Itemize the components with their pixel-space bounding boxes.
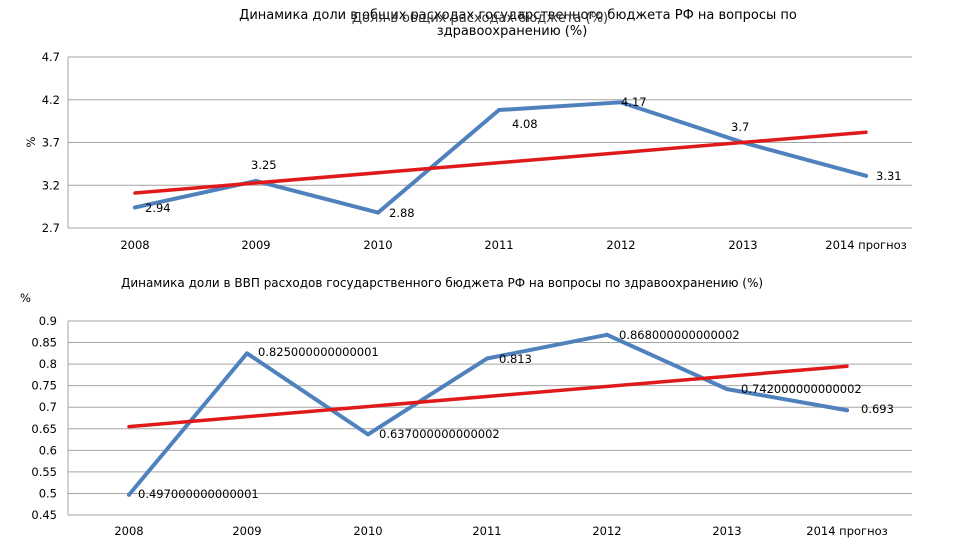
series-line [133,100,868,215]
x-tick-label: 2011 [472,524,501,538]
x-tick-label: 2008 [114,524,143,538]
data-point [605,332,609,337]
x-tick-label: 2013 [712,524,741,538]
chart-2-series [127,332,849,497]
chart-1-gridlines [67,56,912,229]
y-tick-label: 2.7 [42,221,60,235]
data-label: 3.7 [731,120,749,134]
data-point [127,492,131,497]
chart-2-gridlines [67,320,912,516]
data-point [845,408,849,413]
chart-2: Динамика доли в ВВП расходов государстве… [20,276,912,538]
data-point [366,432,370,437]
y-tick-label: 0.65 [31,422,57,436]
chart-1-title-overlap: Доля в общих расходах бюджета (%) [352,11,608,26]
x-tick-label: 2008 [120,238,149,252]
data-label: 0.813 [499,352,532,366]
y-tick-label: 3.2 [42,178,60,192]
chart-1-data-labels: 2.94 3.25 2.88 4.08 4.17 3.7 3.31 [145,95,902,220]
data-label: 0.825000000000001 [258,345,379,359]
data-point [725,387,729,392]
data-point [497,108,501,113]
data-label: 0.742000000000002 [741,382,862,396]
x-tick-label: 2011 [484,238,513,252]
chart-2-title: Динамика доли в ВВП расходов государстве… [121,276,763,290]
chart-1-title-line2: здравоохранению (%) [437,24,588,39]
x-tick-label: 2009 [241,238,270,252]
y-tick-label: 4.7 [42,50,60,64]
y-tick-label: 0.85 [31,336,57,350]
y-tick-label: 0.7 [39,400,57,414]
x-tick-label: 2012 [606,238,635,252]
data-label: 0.637000000000002 [379,427,500,441]
chart-1-y-ticks: 2.7 3.2 3.7 4.2 4.7 [42,50,60,235]
y-tick-label: 4.2 [42,93,60,107]
data-label: 0.693 [861,402,894,416]
x-tick-label: 2010 [353,524,382,538]
chart-2-y-ticks: 0.45 0.5 0.55 0.6 0.65 0.7 0.75 0.8 0.85 0.9 [31,314,57,522]
data-label: 0.497000000000001 [138,487,259,501]
y-tick-label: 0.6 [39,443,57,457]
data-point [133,205,137,210]
data-point [245,351,249,356]
chart-1-x-ticks: 2008 2009 2010 2011 2012 2013 2014 прогноз [120,238,906,252]
chart-1-series [133,100,868,215]
data-label: 2.88 [389,206,415,220]
y-tick-label: 0.8 [39,357,57,371]
chart-2-ylabel: % [20,291,31,305]
chart-2-data-labels: 0.497000000000001 0.825000000000001 0.6370… [138,328,894,501]
y-tick-label: 0.9 [39,314,57,328]
chart-1-ylabel: % [24,136,38,147]
data-label: 4.17 [621,95,647,109]
x-tick-label: 2012 [592,524,621,538]
data-point [376,210,380,215]
x-tick-label: 2013 [728,238,757,252]
data-point [485,356,489,361]
x-tick-label: 2010 [363,238,392,252]
x-tick-label: 2009 [232,524,261,538]
trend-line [133,130,868,195]
data-point [864,173,868,178]
trend-line [127,364,849,429]
y-tick-label: 0.5 [39,486,57,500]
data-point [619,100,623,105]
y-tick-label: 0.75 [31,379,57,393]
chart-2-x-ticks: 2008 2009 2010 2011 2012 2013 2014 прогноз [114,524,887,538]
y-tick-label: 0.55 [31,465,57,479]
data-label: 4.08 [512,117,538,131]
y-tick-label: 3.7 [42,136,60,150]
data-label: 3.25 [251,158,277,172]
data-label: 3.31 [876,169,902,183]
chart-1: Динамика доли в общих расходах государст… [24,8,912,252]
x-tick-label: 2014 прогноз [806,524,888,538]
data-label: 0.868000000000002 [619,328,740,342]
x-tick-label: 2014 прогноз [825,238,907,252]
chart-1-title-line1: Динамика доли в общих расходах государст… [239,8,797,23]
y-tick-label: 0.45 [31,508,57,522]
data-label: 2.94 [145,201,171,215]
